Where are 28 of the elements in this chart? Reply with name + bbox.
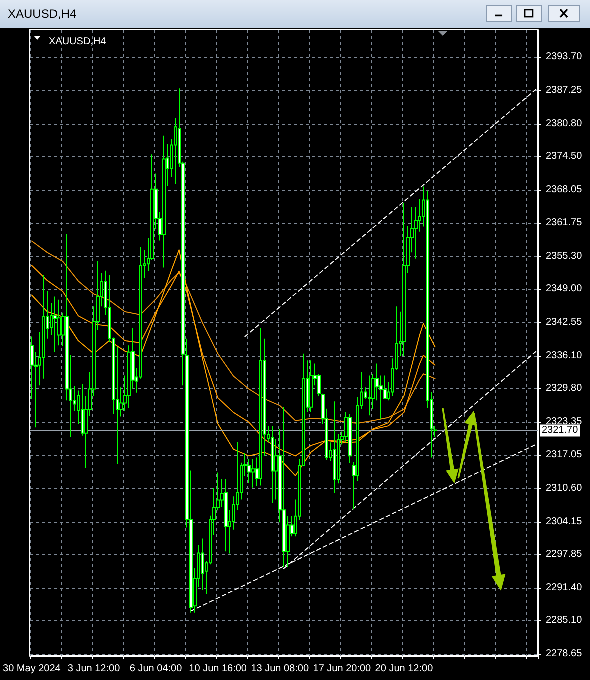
y-tick-label: 2368.05 xyxy=(546,184,583,196)
y-tick-label: 2374.50 xyxy=(546,151,583,162)
x-tick-label: 10 Jun 16:00 xyxy=(189,664,248,674)
text: XAUUSD,H4 xyxy=(49,36,107,48)
y-tick-label: 2393.70 xyxy=(546,51,583,62)
y-tick-label: 2317.05 xyxy=(546,449,583,460)
y-tick-label: 2285.10 xyxy=(546,615,583,626)
y-tick-label: 2297.85 xyxy=(546,549,583,560)
y-tick-label: 2387.25 xyxy=(546,84,583,96)
x-tick-label: 17 Jun 20:00 xyxy=(313,664,372,674)
x-tick-label: 30 May 2024 xyxy=(3,664,62,674)
x-tick-label: 6 Jun 04:00 xyxy=(130,664,183,674)
y-tick-label: 2310.60 xyxy=(546,482,583,494)
x-tick-label: 20 Jun 12:00 xyxy=(375,664,434,674)
y-tick-label: 2291.40 xyxy=(546,582,583,594)
y-tick-label: 2342.55 xyxy=(546,316,583,328)
y-tick-label: 2304.15 xyxy=(546,516,583,528)
x-tick-label: 3 Jun 12:00 xyxy=(68,664,121,674)
chart-title: XAUUSD,H4 xyxy=(8,7,77,21)
y-tick-label: 2336.10 xyxy=(546,350,583,362)
y-tick-label: 2329.80 xyxy=(546,383,583,394)
ref-line-label: 2321.70 xyxy=(542,425,579,436)
y-tick-label: 2380.80 xyxy=(546,118,583,130)
x-tick-label: 13 Jun 08:00 xyxy=(251,664,310,674)
y-tick-label: 2278.65 xyxy=(546,648,583,660)
y-tick-label: 2355.30 xyxy=(546,250,583,262)
y-tick-label: 2349.00 xyxy=(546,284,583,295)
y-tick-label: 2361.75 xyxy=(546,217,583,228)
